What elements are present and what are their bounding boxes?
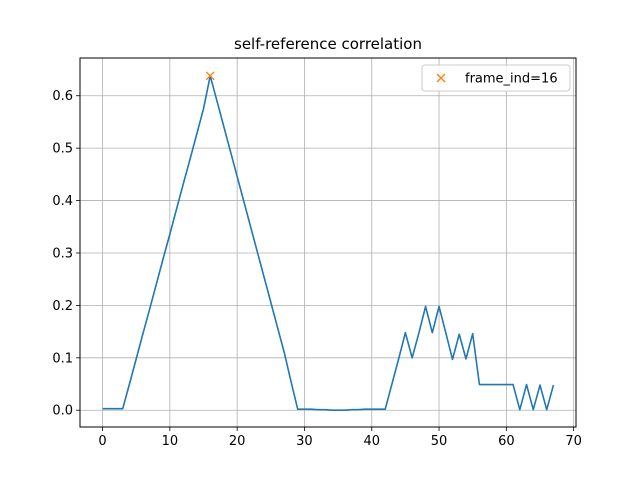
x-tick-label: 40 — [363, 434, 380, 449]
data-layer — [102, 71, 555, 412]
y-tick-label: 0.1 — [52, 351, 73, 366]
legend: frame_ind=16 — [421, 64, 571, 92]
x-tick-label: 70 — [565, 434, 582, 449]
y-tick-label: 0.4 — [52, 194, 73, 209]
y-tick-label: 0.6 — [52, 89, 73, 104]
x-tick-label: 10 — [162, 434, 179, 449]
y-tick-label: 0.3 — [52, 246, 73, 261]
chart-title: self-reference correlation — [234, 35, 422, 53]
x-tick-label: 50 — [431, 434, 448, 449]
tick-layer: 0 10 20 30 40 50 60 70 0.0 0.1 0.2 0.3 0.4 0.5 0.6 — [52, 89, 582, 449]
peak-marker — [205, 71, 215, 81]
legend-marker — [436, 73, 446, 83]
legend-label: frame_ind=16 — [465, 72, 558, 87]
y-tick-label: 0.0 — [52, 404, 73, 419]
x-tick-label: 60 — [498, 434, 515, 449]
x-tick-label: 30 — [296, 434, 313, 449]
grid-layer — [80, 58, 576, 427]
y-tick-label: 0.2 — [52, 299, 73, 314]
y-tick-label: 0.5 — [52, 142, 73, 157]
legend-box — [421, 64, 571, 92]
correlation-line — [102, 75, 555, 412]
x-tick-label: 20 — [229, 434, 246, 449]
axes-frame — [79, 57, 577, 428]
x-tick-label: 0 — [98, 434, 106, 449]
